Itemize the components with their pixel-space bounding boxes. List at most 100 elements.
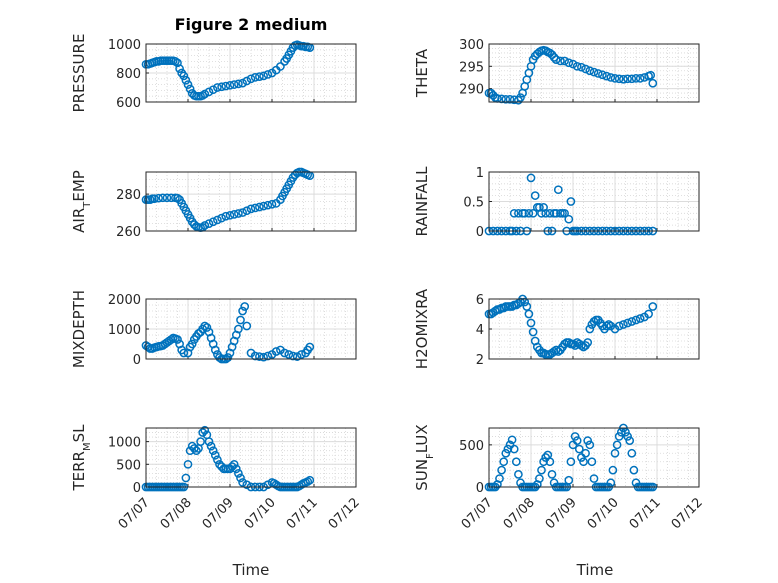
data-point bbox=[150, 194, 159, 204]
y-tick-label: 6 bbox=[476, 293, 484, 308]
data-point bbox=[635, 74, 645, 83]
data-point bbox=[181, 473, 191, 483]
data-point bbox=[585, 440, 595, 450]
data-point bbox=[614, 432, 624, 441]
data-point bbox=[511, 457, 521, 467]
data-point bbox=[229, 459, 239, 469]
data-point bbox=[631, 315, 641, 325]
data-point bbox=[598, 70, 607, 80]
data-point bbox=[526, 318, 536, 328]
data-point bbox=[204, 87, 214, 97]
data-point bbox=[238, 478, 247, 487]
data-point bbox=[267, 199, 277, 209]
data-point bbox=[250, 351, 260, 361]
data-point bbox=[171, 57, 180, 66]
data-point bbox=[187, 339, 197, 349]
data-point bbox=[627, 448, 637, 458]
data-point bbox=[208, 446, 218, 456]
data-point bbox=[564, 214, 574, 224]
data-point bbox=[551, 55, 561, 64]
data-point bbox=[623, 432, 632, 441]
data-point bbox=[501, 448, 511, 458]
figure-title: Figure 2 medium bbox=[175, 15, 328, 34]
data-point bbox=[271, 347, 281, 356]
data-point bbox=[250, 203, 260, 213]
data-point bbox=[181, 75, 191, 85]
y-tick-label: 1000 bbox=[108, 323, 141, 338]
y-axis-label: THETA bbox=[413, 48, 431, 98]
data-point bbox=[200, 321, 210, 331]
data-point bbox=[179, 348, 189, 358]
axes-box bbox=[488, 427, 700, 488]
axes-box bbox=[488, 43, 700, 103]
data-point bbox=[629, 465, 639, 475]
data-point bbox=[255, 352, 264, 361]
data-point bbox=[516, 93, 525, 102]
data-point bbox=[627, 74, 637, 84]
data-point bbox=[213, 83, 222, 92]
data-point bbox=[545, 457, 555, 467]
data-point bbox=[606, 73, 616, 82]
data-point bbox=[593, 69, 603, 78]
data-point bbox=[200, 89, 210, 99]
data-point bbox=[602, 321, 611, 331]
data-point bbox=[175, 64, 184, 74]
y-tick-label: 2 bbox=[476, 353, 484, 368]
subplot-mixdepth: 0 1000 2000 MIXDEPTH bbox=[70, 290, 357, 368]
data-point bbox=[198, 91, 208, 100]
data-point bbox=[183, 459, 193, 469]
data-point bbox=[648, 78, 658, 88]
data-point bbox=[495, 474, 504, 483]
data-point bbox=[535, 474, 544, 483]
data-point bbox=[522, 302, 532, 311]
data-point bbox=[553, 185, 563, 195]
axes-box bbox=[488, 171, 700, 232]
data-point bbox=[221, 211, 231, 221]
data-point bbox=[202, 323, 212, 332]
data-point bbox=[606, 478, 616, 488]
data-point bbox=[242, 321, 252, 331]
data-point bbox=[551, 208, 561, 218]
data-point bbox=[236, 315, 245, 325]
data-point bbox=[570, 432, 580, 441]
data-point bbox=[143, 342, 153, 352]
data-point bbox=[560, 56, 569, 66]
data-point bbox=[623, 318, 632, 328]
data-point bbox=[238, 78, 247, 88]
x-axis-label-right: Time bbox=[576, 561, 614, 579]
data-point bbox=[574, 444, 584, 454]
data-point bbox=[238, 208, 247, 217]
data-point bbox=[524, 208, 534, 218]
y-tick-label: 0 bbox=[476, 481, 484, 496]
data-point bbox=[621, 427, 630, 437]
data-point bbox=[231, 464, 241, 474]
data-point bbox=[566, 457, 576, 467]
data-point bbox=[581, 64, 590, 74]
data-point bbox=[246, 204, 256, 214]
data-point bbox=[250, 73, 260, 82]
data-point bbox=[263, 200, 273, 210]
y-tick-label: 0.5 bbox=[463, 196, 484, 211]
data-point bbox=[210, 450, 220, 460]
y-axis-label: MIXDEPTH bbox=[70, 290, 88, 368]
data-point bbox=[229, 210, 239, 219]
data-point bbox=[560, 339, 569, 349]
data-point bbox=[263, 70, 273, 79]
data-point bbox=[229, 80, 239, 89]
data-point bbox=[520, 208, 530, 218]
data-point bbox=[514, 470, 523, 479]
data-point bbox=[646, 70, 656, 80]
y-tick-label: 600 bbox=[116, 96, 141, 111]
data-point bbox=[524, 309, 534, 319]
data-point bbox=[276, 62, 285, 71]
data-point bbox=[196, 437, 205, 446]
data-point bbox=[537, 465, 546, 475]
data-point bbox=[566, 197, 576, 206]
x-axis-label-left: Time bbox=[232, 561, 270, 579]
data-point bbox=[635, 314, 645, 323]
data-point bbox=[240, 302, 250, 311]
y-tick-label: 0 bbox=[133, 481, 141, 496]
subplot-pressure: 600 800 1000 PRESSURE bbox=[70, 34, 357, 112]
y-tick-label: 1000 bbox=[108, 38, 141, 53]
data-point bbox=[602, 71, 611, 81]
